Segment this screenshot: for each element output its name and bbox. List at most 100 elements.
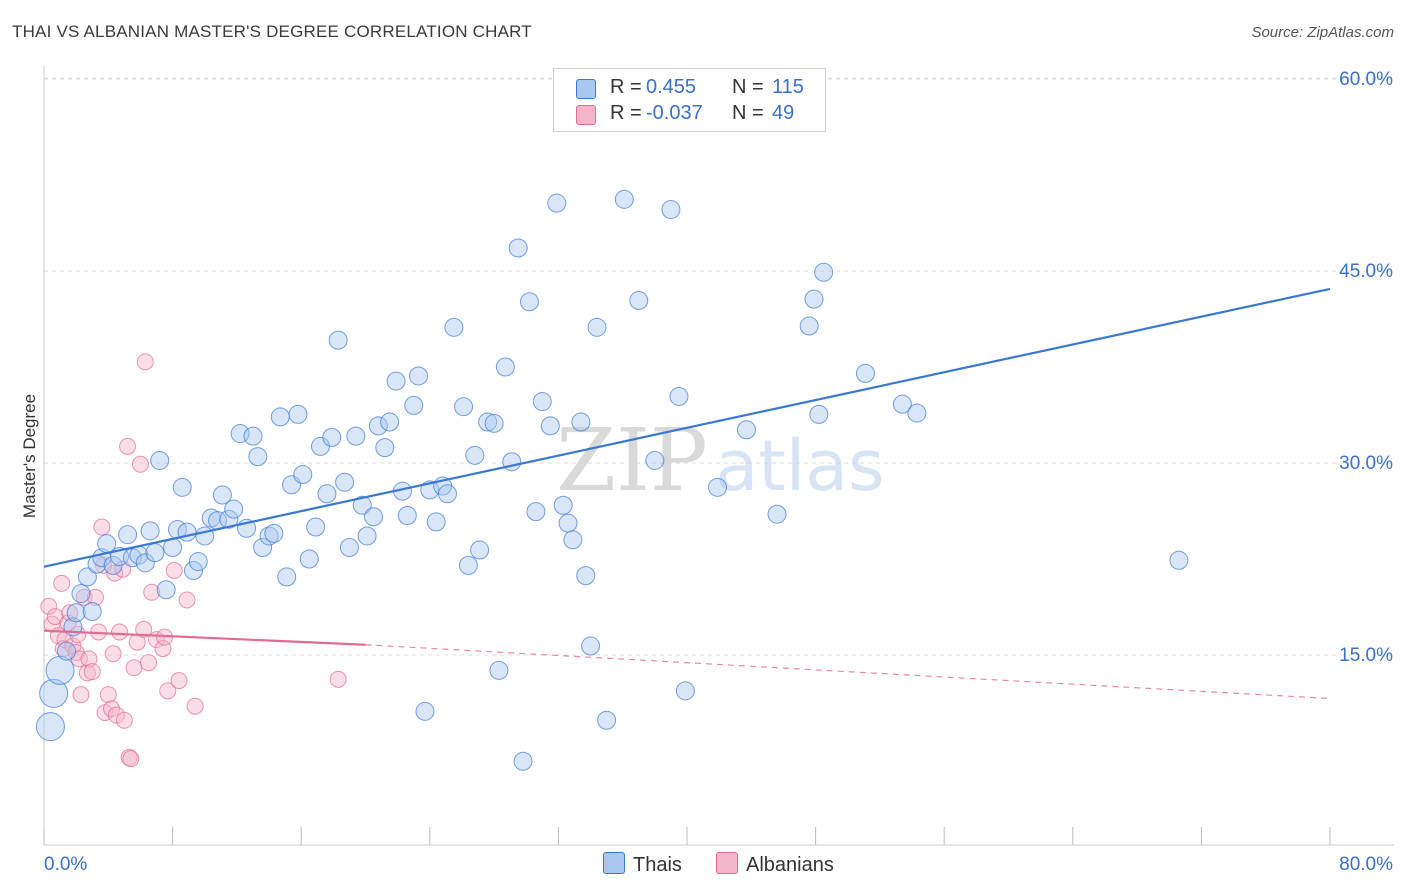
thai-point: [335, 472, 355, 492]
albanian-point: [119, 437, 137, 455]
chart-title: THAI VS ALBANIAN MASTER'S DEGREE CORRELA…: [12, 22, 532, 41]
thai-point: [317, 484, 337, 504]
albanian-point: [139, 654, 157, 672]
thai-n-value: 115: [772, 76, 804, 98]
albanian-point: [72, 686, 90, 704]
thai-point: [264, 523, 284, 543]
thai-point: [540, 416, 560, 436]
thai-r-label: R =: [610, 76, 642, 98]
thai-point: [553, 495, 573, 515]
thai-point: [339, 537, 359, 557]
bottom-legend-albanian: Albanians: [716, 852, 834, 877]
x-tick-label: 0.0%: [44, 854, 87, 875]
thai-point: [328, 330, 348, 350]
albanian-point: [107, 706, 125, 724]
thai-point: [77, 567, 97, 587]
source-label: Source: ZipAtlas.com: [1251, 24, 1394, 41]
thai-point: [357, 526, 377, 546]
thai-point: [172, 477, 192, 497]
albanian-points: [40, 353, 347, 768]
albanian-swatch: [576, 105, 596, 125]
thai-point: [513, 751, 533, 771]
thai-point: [82, 601, 102, 621]
albanian-point: [86, 588, 104, 606]
albanian-point: [159, 682, 177, 700]
gridlines: [44, 77, 1394, 656]
albanian-point: [80, 650, 98, 668]
y-tick-label: 15.0%: [1339, 645, 1393, 666]
thai-point: [57, 641, 77, 661]
thai-point: [140, 521, 160, 541]
thai-point: [248, 447, 268, 467]
albanian-point: [104, 645, 122, 663]
thai-point: [409, 366, 429, 386]
thai-point: [322, 427, 342, 447]
thai-point: [814, 262, 834, 282]
albanian-point: [143, 583, 161, 601]
thai-point: [576, 566, 596, 586]
thai-point: [352, 495, 372, 515]
thai-point: [375, 438, 395, 458]
thai-point: [767, 504, 787, 524]
thai-point: [558, 513, 578, 533]
thai-point: [675, 681, 695, 701]
albanian-point: [170, 672, 188, 690]
thai-point: [458, 555, 478, 575]
thai-point: [243, 426, 263, 446]
thai-point: [799, 316, 819, 336]
thai-point: [478, 412, 498, 432]
albanian-point: [165, 562, 183, 580]
thai-point: [519, 292, 539, 312]
thai-point: [45, 655, 75, 685]
albanian-point: [115, 711, 133, 729]
thai-point: [183, 561, 203, 581]
thai-point: [587, 317, 607, 337]
thai-trendline: [43, 287, 1331, 568]
thai-point: [426, 512, 446, 532]
y-tick-label: 45.0%: [1339, 261, 1393, 282]
thai-point: [118, 525, 138, 545]
albanian-point: [93, 518, 111, 536]
thai-point: [855, 363, 875, 383]
albanian-trendline: [43, 629, 366, 646]
thai-point: [188, 552, 208, 572]
thai-point: [809, 404, 829, 424]
thai-point: [454, 397, 474, 417]
thai-point: [1169, 550, 1189, 570]
thai-point: [259, 526, 279, 546]
axes: [43, 66, 1394, 846]
thai-point: [299, 549, 319, 569]
albanian-n-value: 49: [772, 102, 795, 124]
thai-point: [293, 465, 313, 485]
albanian-point: [131, 455, 149, 473]
thai-point: [224, 499, 244, 519]
thai-point: [39, 678, 69, 708]
thai-point: [614, 189, 634, 209]
thai-point: [736, 420, 756, 440]
thai-point: [270, 407, 290, 427]
thai-point: [571, 412, 591, 432]
albanian-point: [178, 591, 196, 609]
thai-point: [71, 584, 91, 604]
thai-point: [135, 553, 155, 573]
thai-point: [368, 416, 388, 436]
thai-point: [907, 403, 927, 423]
bottom-thai-swatch: [603, 852, 625, 874]
thai-point: [489, 660, 509, 680]
thai-point: [288, 404, 308, 424]
thai-point: [219, 509, 239, 529]
albanian-point: [40, 597, 58, 615]
albanian-point: [329, 670, 347, 688]
x-tick-label: 80.0%: [1339, 854, 1393, 875]
albanian-point: [106, 564, 124, 582]
thai-point: [437, 484, 457, 504]
thai-point: [508, 238, 528, 258]
thai-point: [177, 522, 197, 542]
thai-point: [212, 485, 232, 505]
trendlines: [43, 287, 1331, 700]
albanian-point: [61, 604, 79, 622]
thai-point: [156, 580, 176, 600]
thai-point: [150, 450, 170, 470]
y-tick-label: 30.0%: [1339, 453, 1393, 474]
